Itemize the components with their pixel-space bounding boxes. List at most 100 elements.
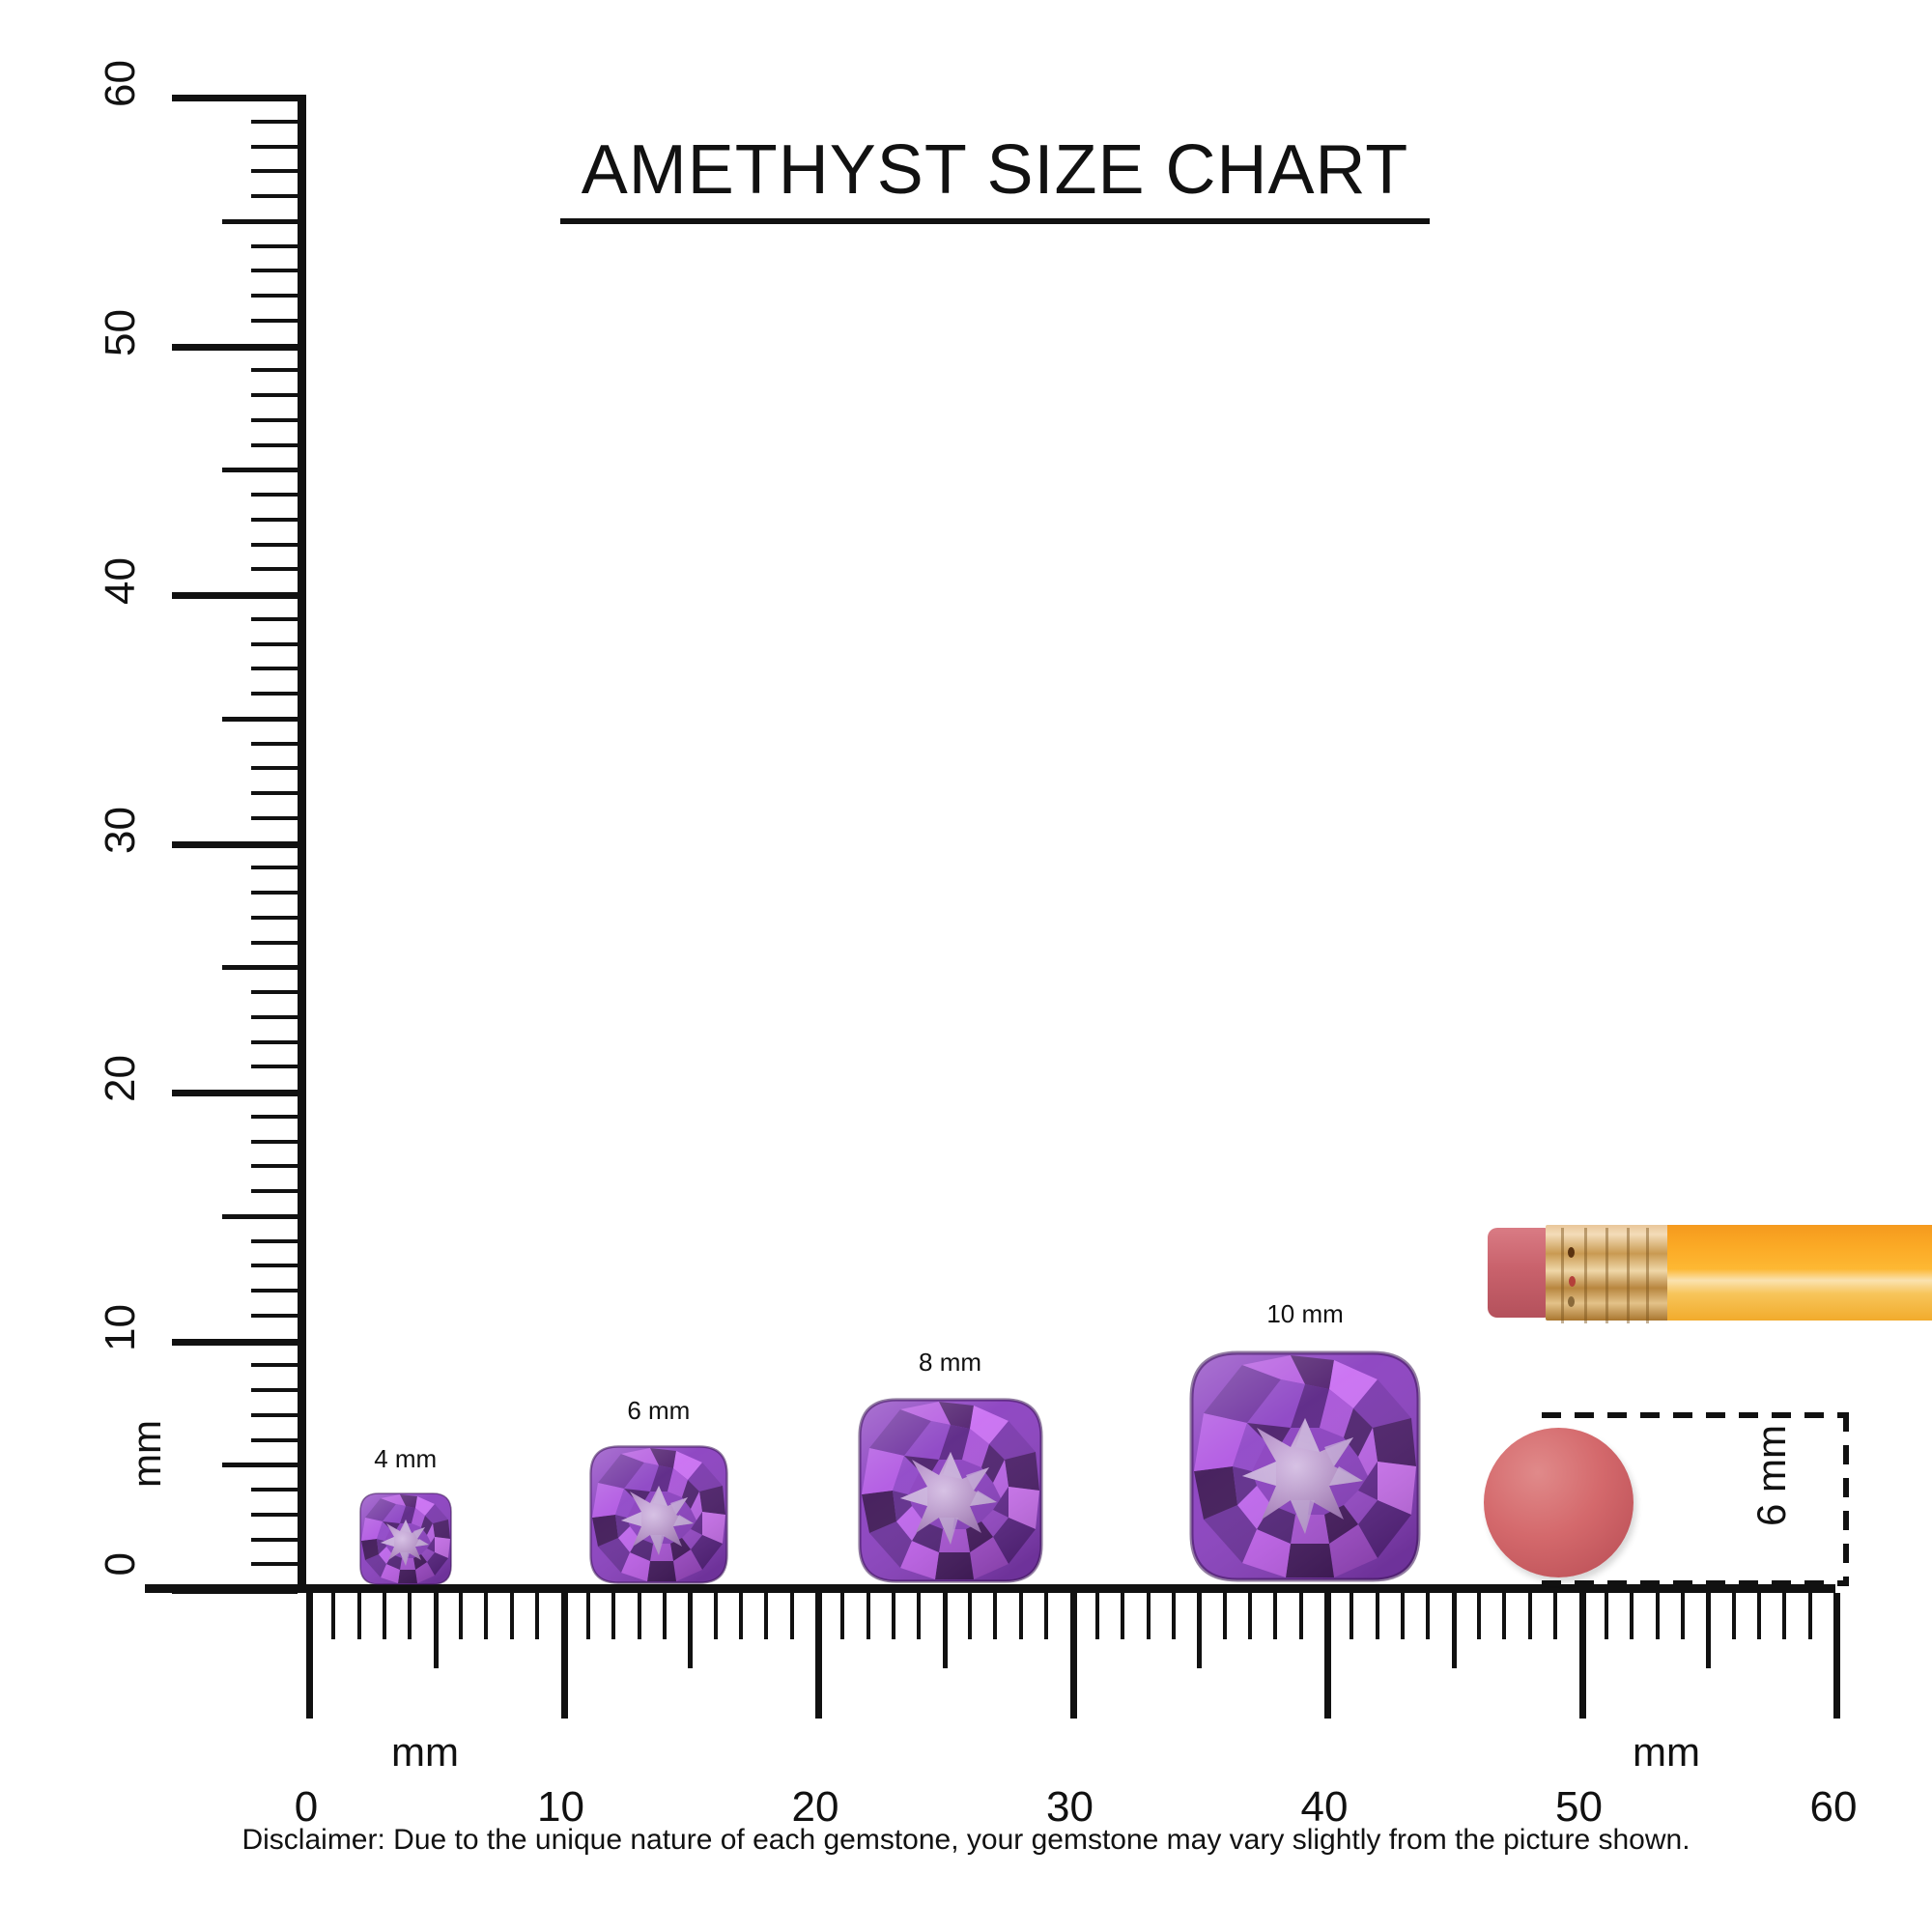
gemstone-image-8mm[interactable] [854,1394,1047,1587]
horizontal-tick-44 [1426,1593,1431,1639]
horizontal-tick-42 [1375,1593,1379,1639]
vertical-tick-56 [251,194,298,198]
horizontal-tick-3 [383,1593,387,1639]
vertical-tick-48 [251,393,298,397]
horizontal-unit-label-right: mm [1633,1729,1700,1775]
horizontal-tick-27 [993,1593,998,1639]
vertical-tick-44 [251,493,298,497]
horizontal-tick-39 [1298,1593,1303,1639]
horizontal-axis-label-30: 30 [1046,1783,1094,1831]
horizontal-tick-16 [713,1593,718,1639]
horizontal-tick-18 [764,1593,769,1639]
horizontal-tick-25 [942,1593,948,1668]
horizontal-tick-34 [1171,1593,1176,1639]
pencil-reference-object [1488,1222,1932,1323]
vertical-tick-18 [251,1139,298,1144]
vertical-tick-54 [251,243,298,248]
vertical-tick-21 [251,1065,298,1069]
gemstone-label-10mm: 10 mm [1266,1299,1344,1328]
vertical-tick-35 [222,716,298,722]
vertical-tick-7 [251,1412,298,1417]
dimension-line-bottom [1542,1580,1849,1586]
eraser-disc-reference-object [1484,1428,1634,1577]
horizontal-tick-60 [1833,1593,1840,1719]
eraser-dimension-label: 6 mm [1748,1425,1794,1526]
gemstone-item-6mm[interactable]: 6 mm [586,1392,731,1587]
vertical-tick-36 [251,692,298,696]
vertical-axis-label-20: 20 [97,1055,144,1102]
horizontal-tick-22 [866,1593,870,1639]
horizontal-axis-line [145,1584,1835,1593]
vertical-axis-label-60: 60 [97,60,144,107]
vertical-tick-47 [251,417,298,422]
vertical-tick-33 [251,766,298,771]
vertical-tick-51 [251,318,298,323]
pencil-body [1667,1225,1932,1321]
gemstone-image-10mm[interactable] [1184,1346,1426,1587]
vertical-tick-40 [172,592,298,599]
gemstone-item-4mm[interactable]: 4 mm [357,1440,454,1587]
vertical-tick-57 [251,169,298,174]
horizontal-tick-32 [1121,1593,1125,1639]
dimension-line-right [1843,1412,1849,1586]
vertical-tick-10 [172,1338,298,1346]
ferrule-dot [1568,1296,1575,1307]
horizontal-axis-label-20: 20 [791,1783,839,1831]
horizontal-tick-48 [1527,1593,1532,1639]
vertical-tick-12 [251,1289,298,1293]
vertical-tick-59 [251,119,298,124]
horizontal-unit-label-left: mm [391,1729,459,1775]
vertical-tick-24 [251,990,298,994]
horizontal-tick-5 [433,1593,439,1668]
vertical-tick-15 [222,1213,298,1219]
dimension-line-top [1542,1412,1849,1418]
vertical-axis-label-30: 30 [97,806,144,854]
gem-svg [358,1492,452,1585]
horizontal-tick-2 [356,1593,361,1639]
gemstone-image-4mm[interactable] [357,1491,454,1587]
vertical-tick-55 [222,218,298,224]
vertical-tick-17 [251,1164,298,1169]
vertical-tick-26 [251,940,298,945]
gemstone-item-10mm[interactable]: 10 mm [1184,1295,1426,1587]
gemstone-label-4mm: 4 mm [374,1444,438,1473]
horizontal-tick-28 [1018,1593,1023,1639]
vertical-tick-38 [251,641,298,646]
ferrule-dot [1568,1247,1575,1258]
vertical-tick-52 [251,294,298,298]
vertical-tick-46 [251,442,298,447]
vertical-tick-9 [251,1363,298,1368]
gemstone-label-8mm: 8 mm [919,1348,982,1377]
horizontal-tick-29 [1044,1593,1049,1639]
gem-svg [589,1445,728,1584]
horizontal-tick-1 [331,1593,336,1639]
horizontal-tick-8 [509,1593,514,1639]
vertical-tick-37 [251,667,298,671]
vertical-tick-4 [251,1488,298,1492]
vertical-tick-39 [251,616,298,621]
horizontal-tick-26 [968,1593,973,1639]
vertical-tick-0 [172,1587,298,1594]
gem-svg [857,1398,1043,1583]
horizontal-tick-12 [611,1593,616,1639]
vertical-tick-27 [251,915,298,920]
vertical-tick-3 [251,1512,298,1517]
chart-title-block: AMETHYST SIZE CHART [560,135,1430,224]
vertical-tick-11 [251,1313,298,1318]
ferrule-dot [1569,1276,1576,1287]
horizontal-tick-36 [1222,1593,1227,1639]
vertical-tick-45 [222,468,298,473]
gemstone-item-8mm[interactable]: 8 mm [854,1344,1047,1587]
horizontal-tick-14 [662,1593,667,1639]
vertical-tick-50 [172,343,298,351]
horizontal-tick-41 [1350,1593,1354,1639]
horizontal-tick-15 [688,1593,694,1668]
horizontal-tick-7 [484,1593,489,1639]
horizontal-tick-35 [1197,1593,1203,1668]
horizontal-tick-47 [1502,1593,1507,1639]
horizontal-tick-54 [1680,1593,1685,1639]
gemstone-image-6mm[interactable] [586,1442,731,1587]
vertical-tick-16 [251,1189,298,1193]
vertical-tick-43 [251,517,298,522]
vertical-tick-58 [251,144,298,149]
